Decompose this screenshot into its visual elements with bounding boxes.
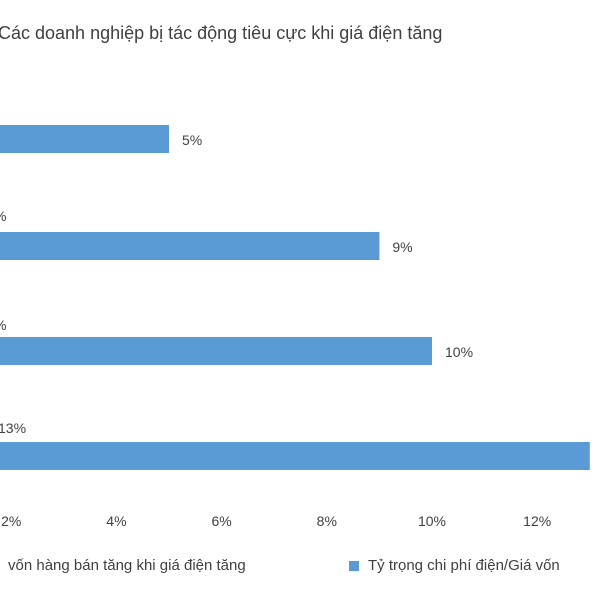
- data-label-series-2-1: 9%: [392, 239, 412, 255]
- bar-series-2-3: [0, 442, 590, 470]
- x-tick-label-0: 2%: [1, 513, 21, 529]
- data-label-series-1-1: %: [0, 208, 6, 224]
- x-tick-label-4: 10%: [418, 513, 446, 529]
- chart-title: Các doanh nghiệp bị tác động tiêu cực kh…: [0, 23, 442, 43]
- x-tick-label-3: 8%: [317, 513, 337, 529]
- x-tick-label-2: 6%: [211, 513, 231, 529]
- bar-series-2-0: [0, 125, 169, 153]
- legend-swatch-series-2: [349, 561, 359, 571]
- x-axis-tick-labels: 2% 4% 6% 8% 10% 12%: [1, 513, 551, 529]
- x-tick-label-5: 12%: [523, 513, 551, 529]
- legend-label-series-1: vốn hàng bán tăng khi giá điện tăng: [8, 557, 246, 574]
- legend-label-series-2: Tỷ trọng chi phí điện/Giá vốn: [368, 557, 560, 574]
- x-tick-label-1: 4%: [106, 513, 126, 529]
- data-label-series-1-3: 13%: [0, 420, 26, 436]
- bar-series-2-1: [0, 232, 380, 260]
- data-label-series-1-2: %: [0, 317, 6, 333]
- bar-labels-group: 5% 9%% 10%% 13%: [0, 132, 473, 436]
- legend: vốn hàng bán tăng khi giá điện tăng Tỷ t…: [8, 557, 560, 574]
- bars-group: [0, 125, 590, 470]
- bar-series-2-2: [0, 337, 432, 365]
- data-label-series-2-2: 10%: [445, 344, 473, 360]
- data-label-series-2-0: 5%: [182, 132, 202, 148]
